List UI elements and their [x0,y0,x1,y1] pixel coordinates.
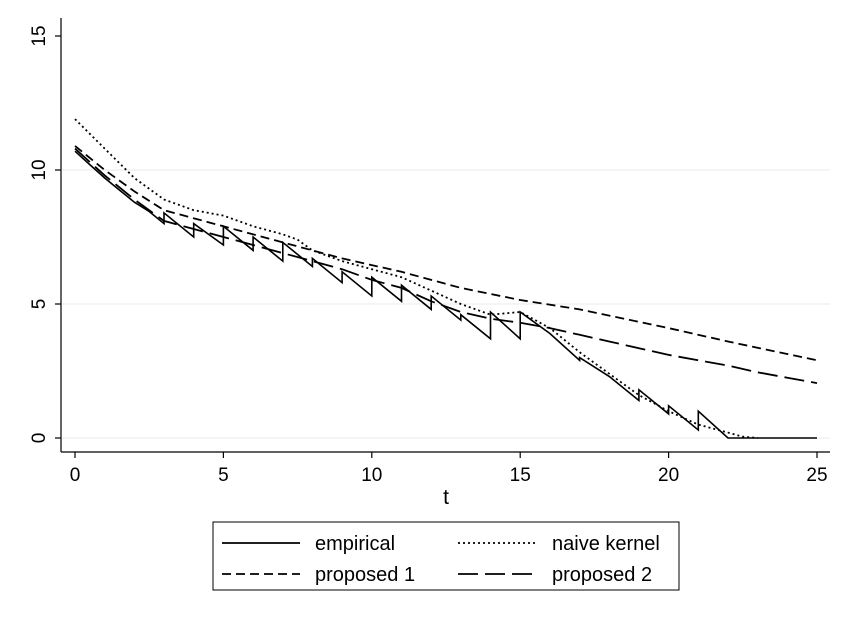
x-tick-label: 15 [510,465,531,486]
series-line-naive-kernel [74,118,758,439]
x-tick-label: 5 [218,465,229,486]
series-lines [74,118,818,439]
legend-label: empirical [315,533,395,555]
x-tick-label: 25 [806,465,827,486]
x-tick-label: 0 [70,465,81,486]
x-tick-label: 10 [361,465,382,486]
grid-lines [62,169,830,439]
x-ticks: 0 5 10 15 20 25 [70,452,828,486]
y-tick-label: 10 [29,159,50,180]
series-line-proposed-2 [74,147,818,384]
y-tick-label: 15 [29,25,50,46]
series-line-proposed-1 [74,145,818,362]
y-tick-label: 0 [29,433,50,444]
axes [60,18,830,453]
legend: empirical naive kernel proposed 1 proposed … [212,521,680,591]
legend-box [212,521,680,591]
x-tick-label: 20 [658,465,679,486]
legend-label: naive kernel [552,533,660,555]
y-tick-label: 5 [29,299,50,310]
legend-label: proposed 1 [315,564,415,586]
y-ticks: 0 5 10 15 [29,25,61,443]
series-line-empirical [74,150,817,439]
x-axis-label: t [443,486,449,509]
legend-label: proposed 2 [552,564,652,586]
